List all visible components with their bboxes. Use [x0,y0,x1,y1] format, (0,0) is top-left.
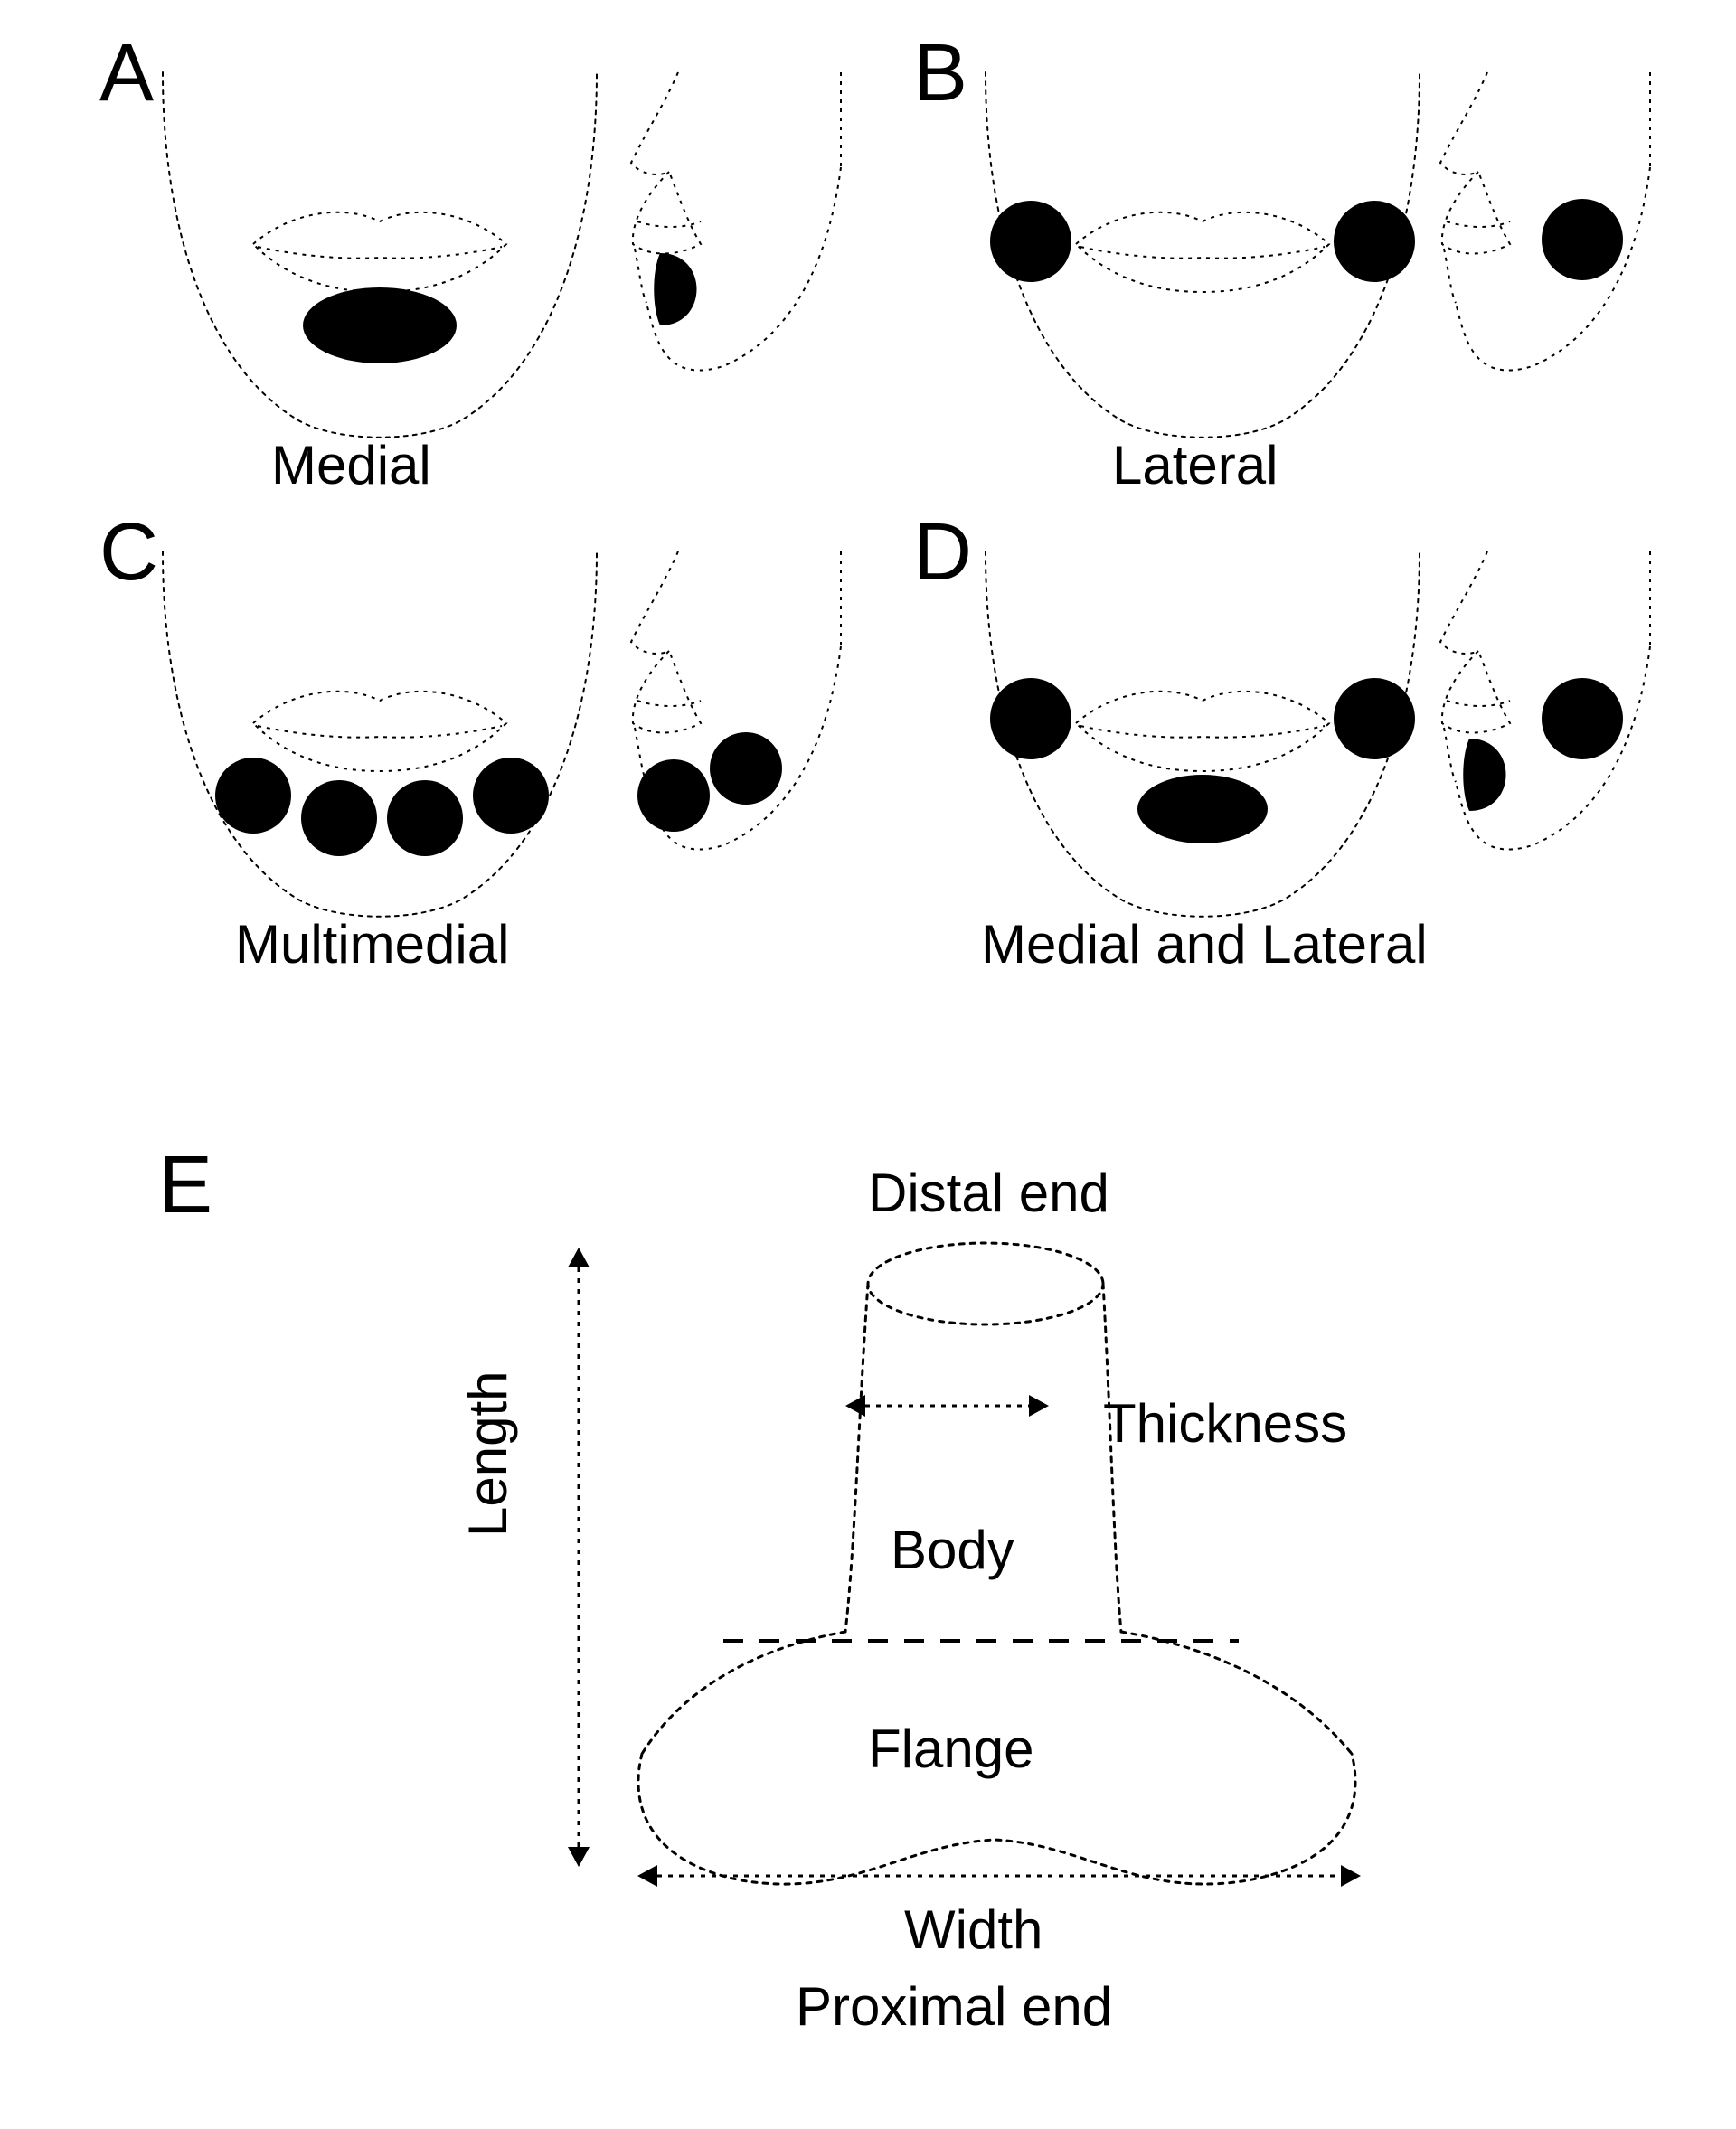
annotation-length: Length [457,1371,519,1537]
annotation-body: Body [891,1519,1014,1581]
annotation-distal: Distal end [868,1162,1109,1224]
annotation-proximal: Proximal end [796,1975,1112,2038]
dimension-arrows [0,0,1736,2129]
annotation-thickness: Thickness [1103,1392,1347,1455]
annotation-flange: Flange [868,1718,1033,1780]
annotation-width: Width [904,1898,1043,1961]
